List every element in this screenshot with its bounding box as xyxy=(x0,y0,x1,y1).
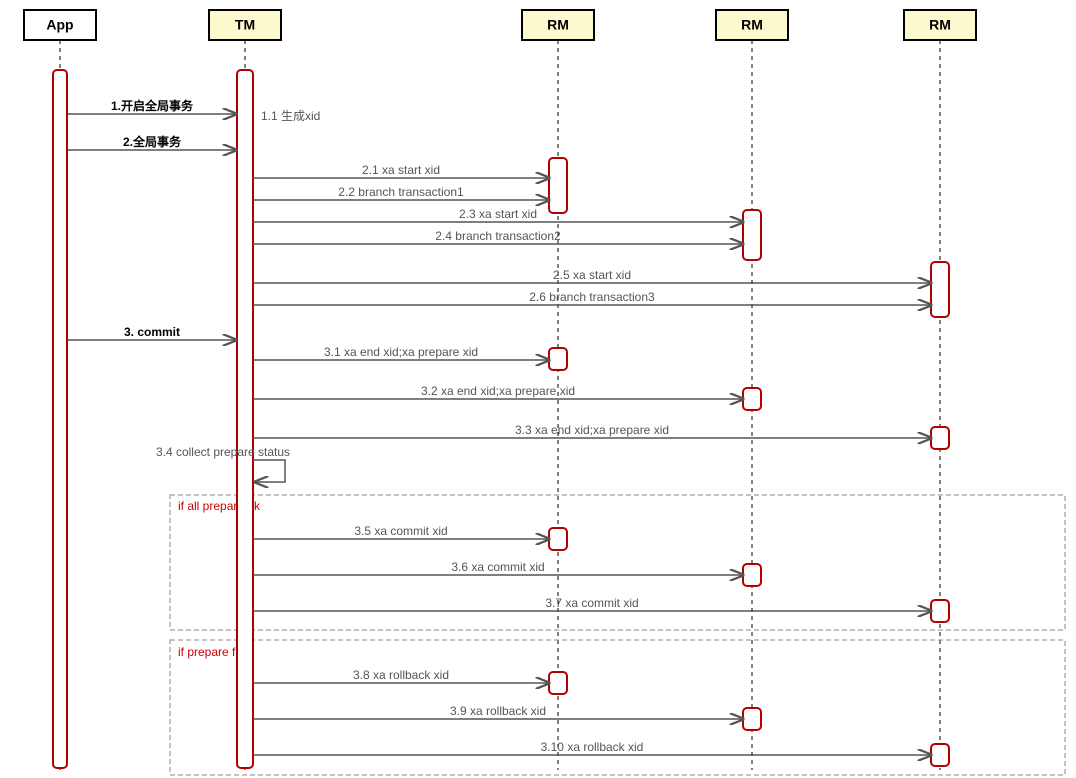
activation-rm1 xyxy=(549,158,567,213)
activation-rm2 xyxy=(743,564,761,586)
message-label: 3.2 xa end xid;xa prepare xid xyxy=(421,384,575,398)
message-label: 2.2 branch transaction1 xyxy=(338,185,464,199)
activation-app xyxy=(53,70,67,768)
actor-label-rm1: RM xyxy=(547,17,569,33)
activation-rm1 xyxy=(549,348,567,370)
message-label: 2.6 branch transaction3 xyxy=(529,290,655,304)
activation-rm1 xyxy=(549,672,567,694)
activation-tm xyxy=(237,70,253,768)
self-message-label: 3.4 collect prepare status xyxy=(156,445,290,459)
message-label: 2.5 xa start xid xyxy=(553,268,631,282)
message-label: 3.9 xa rollback xid xyxy=(450,704,546,718)
message-label: 3.1 xa end xid;xa prepare xid xyxy=(324,345,478,359)
message-label: 3.3 xa end xid;xa prepare xid xyxy=(515,423,669,437)
actor-label-tm: TM xyxy=(235,17,255,33)
sequence-diagram: if all prepare okif prepare failAppTMRMR… xyxy=(0,0,1076,778)
note-text: 1.1 生成xid xyxy=(261,109,320,123)
activation-rm3 xyxy=(931,744,949,766)
message-label: 3.8 xa rollback xid xyxy=(353,668,449,682)
actor-label-rm3: RM xyxy=(929,17,951,33)
actor-label-rm2: RM xyxy=(741,17,763,33)
message-label: 2.全局事务 xyxy=(123,134,182,149)
message-label: 3.10 xa rollback xid xyxy=(541,740,644,754)
message-label: 2.1 xa start xid xyxy=(362,163,440,177)
message-label: 3.6 xa commit xid xyxy=(451,560,544,574)
message-label: 1.开启全局事务 xyxy=(111,98,194,113)
message-label: 2.4 branch transaction2 xyxy=(435,229,561,243)
activation-rm2 xyxy=(743,388,761,410)
actor-label-app: App xyxy=(46,17,73,33)
message-label: 3.5 xa commit xid xyxy=(354,524,447,538)
message-label: 3. commit xyxy=(124,325,180,339)
activation-rm2 xyxy=(743,210,761,260)
activation-rm3 xyxy=(931,262,949,317)
activation-rm1 xyxy=(549,528,567,550)
activation-rm3 xyxy=(931,427,949,449)
activation-rm2 xyxy=(743,708,761,730)
self-message-arrow xyxy=(253,460,285,482)
message-label: 3.7 xa commit xid xyxy=(545,596,638,610)
activation-rm3 xyxy=(931,600,949,622)
message-label: 2.3 xa start xid xyxy=(459,207,537,221)
